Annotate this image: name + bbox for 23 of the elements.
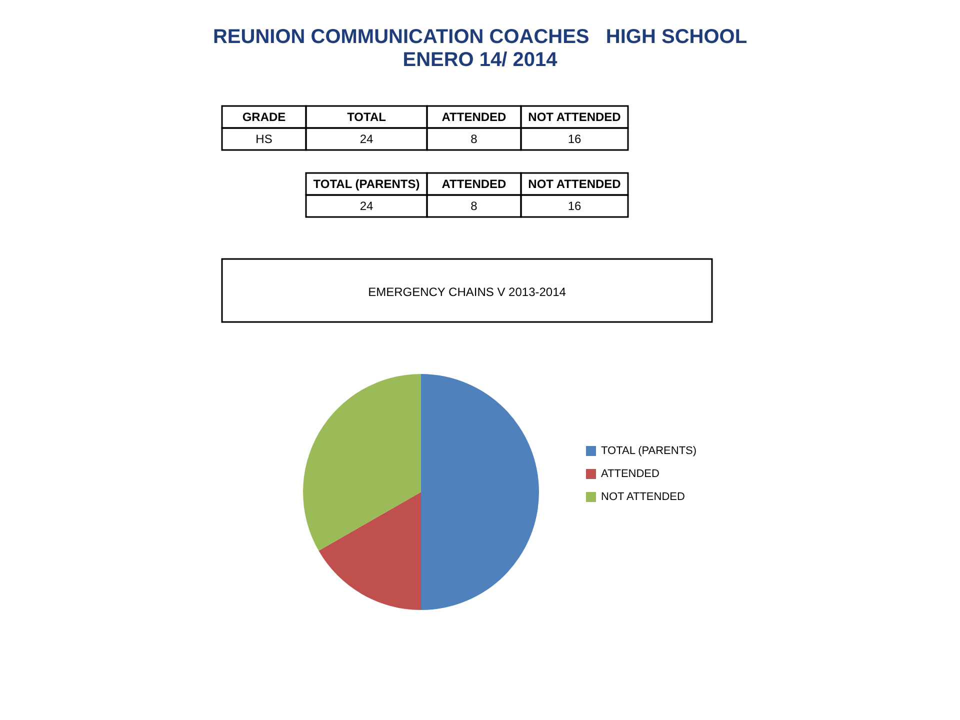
legend-label: TOTAL (PARENTS) <box>601 445 697 457</box>
text: NOT ATTENDED <box>528 110 622 124</box>
legend-label: ATTENDED <box>601 468 660 480</box>
chart-subtitle: ENERO 14/ 2014 <box>402 49 558 71</box>
text: EMERGENCY CHAINS V 2013-2014 <box>368 285 566 299</box>
pie-slice <box>303 374 421 551</box>
text: 16 <box>568 199 582 213</box>
pie-slice <box>421 374 539 610</box>
pie-slice <box>318 492 421 610</box>
text: TOTAL (PARENTS) <box>313 177 420 191</box>
text: GRADE <box>242 110 286 124</box>
legend-label: NOT ATTENDED <box>601 491 685 503</box>
text: NOT ATTENDED <box>528 177 622 191</box>
chart-title: REUNION COMMUNICATION COACHES HIGH SCHOOL <box>212 26 748 48</box>
text: 24 <box>360 199 374 213</box>
text: 16 <box>568 132 582 146</box>
text: 8 <box>470 132 478 146</box>
text: ATTENDED <box>442 177 507 191</box>
text: HS <box>256 132 272 146</box>
text: 8 <box>470 199 478 213</box>
text: 24 <box>360 132 374 146</box>
text: TOTAL <box>347 110 386 124</box>
text: ATTENDED <box>442 110 507 124</box>
